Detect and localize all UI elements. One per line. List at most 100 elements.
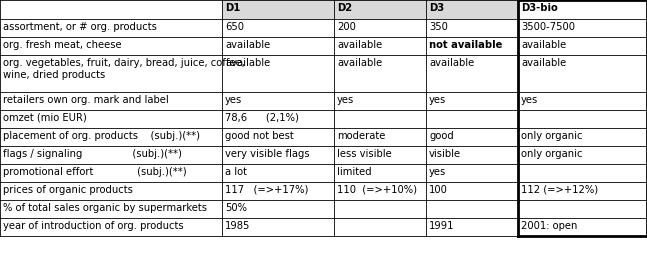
Text: D1: D1 [225,3,241,13]
Text: 1991: 1991 [429,221,454,231]
Text: 200: 200 [337,22,356,32]
Text: visible: visible [429,149,461,159]
Bar [426,0,518,19]
Bar [426,146,518,164]
Bar [518,182,625,200]
Bar [518,218,625,236]
Bar [518,92,625,110]
Bar [222,146,334,164]
Bar [518,19,625,37]
Text: only organic: only organic [521,149,582,159]
Bar [0,164,222,182]
Text: available: available [429,58,474,68]
Bar [426,37,518,55]
Bar [222,164,334,182]
Text: retailers own org. mark and label: retailers own org. mark and label [3,95,169,105]
Bar [222,110,334,128]
Bar [518,37,625,55]
Bar [222,128,334,146]
Bar [222,218,334,236]
Bar [0,19,222,37]
Bar [518,164,625,182]
Text: available: available [225,40,270,50]
Bar [0,182,222,200]
Text: yes: yes [337,95,355,105]
Bar [222,37,334,55]
Bar [518,200,625,218]
Text: 50%: 50% [225,203,247,213]
Bar [222,182,334,200]
Text: yes: yes [521,95,538,105]
Text: limited: limited [337,167,371,177]
Bar [518,110,625,128]
Bar [334,110,426,128]
Bar [0,55,222,92]
Bar [426,92,518,110]
Text: only organic: only organic [521,131,582,141]
Bar [334,55,426,92]
Bar [334,92,426,110]
Bar [426,55,518,92]
Bar [334,146,426,164]
Bar [426,128,518,146]
Bar [426,200,518,218]
Bar [0,200,222,218]
Text: 1985: 1985 [225,221,250,231]
Bar [426,218,518,236]
Text: yes: yes [429,167,446,177]
Bar [426,19,518,37]
Bar [426,164,518,182]
Bar [0,110,222,128]
Text: not available: not available [429,40,502,50]
Text: prices of organic products: prices of organic products [3,185,133,195]
Text: promotional effort              (subj.)(**): promotional effort (subj.)(**) [3,167,186,177]
Bar [222,19,334,37]
Text: placement of org. products    (subj.)(**): placement of org. products (subj.)(**) [3,131,200,141]
Text: 350: 350 [429,22,448,32]
Text: 112 (=>+12%): 112 (=>+12%) [521,185,598,195]
Text: a lot: a lot [225,167,247,177]
Text: 3500-7500: 3500-7500 [521,22,575,32]
Text: assortment, or # org. products: assortment, or # org. products [3,22,157,32]
Text: moderate: moderate [337,131,386,141]
Text: D2: D2 [337,3,352,13]
Text: available: available [521,40,566,50]
Text: available: available [337,40,382,50]
Bar [518,55,625,92]
Bar [334,19,426,37]
Bar [518,0,625,19]
Bar [334,182,426,200]
Text: org. fresh meat, cheese: org. fresh meat, cheese [3,40,122,50]
Text: org. vegetables, fruit, dairy, bread, juice, coffee,
wine, dried products: org. vegetables, fruit, dairy, bread, ju… [3,58,245,80]
Text: year of introduction of org. products: year of introduction of org. products [3,221,184,231]
Text: 2001: open: 2001: open [521,221,577,231]
Bar [334,200,426,218]
Bar [334,128,426,146]
Text: available: available [521,58,566,68]
Bar [0,218,222,236]
Bar [222,0,334,19]
Bar [334,164,426,182]
Text: 78,6      (2,1%): 78,6 (2,1%) [225,113,299,123]
Bar [334,0,426,19]
Bar [334,218,426,236]
Text: % of total sales organic by supermarkets: % of total sales organic by supermarkets [3,203,207,213]
Text: D3: D3 [429,3,444,13]
Bar [0,37,222,55]
Bar [0,128,222,146]
Bar [426,110,518,128]
Bar [334,37,426,55]
Text: flags / signaling                (subj.)(**): flags / signaling (subj.)(**) [3,149,182,159]
Text: 650: 650 [225,22,244,32]
Text: omzet (mio EUR): omzet (mio EUR) [3,113,87,123]
Text: available: available [337,58,382,68]
Bar [0,92,222,110]
Text: very visible flags: very visible flags [225,149,310,159]
Bar [222,200,334,218]
Text: 117   (=>+17%): 117 (=>+17%) [225,185,309,195]
Bar [222,92,334,110]
Text: 110  (=>+10%): 110 (=>+10%) [337,185,417,195]
Text: yes: yes [225,95,242,105]
Bar [0,146,222,164]
Text: available: available [225,58,270,68]
